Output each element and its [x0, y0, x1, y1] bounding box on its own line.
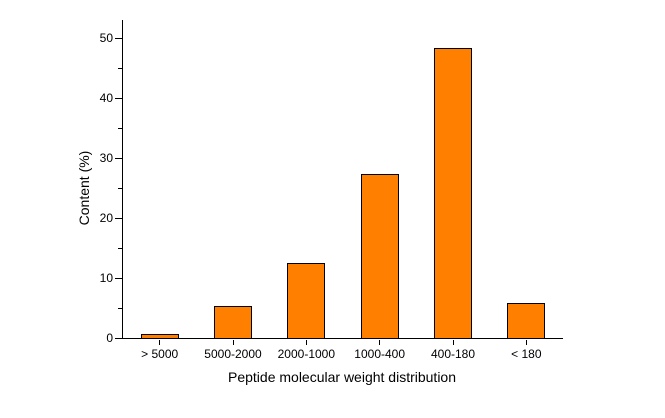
y-major-tick [114, 217, 122, 219]
bar-2 [287, 263, 326, 338]
bar-0 [140, 334, 179, 338]
x-tick-label: 2000-1000 [277, 347, 336, 361]
x-tick-label: > 5000 [141, 347, 179, 361]
y-minor-tick [117, 307, 122, 309]
x-tick-label: < 180 [511, 347, 542, 361]
y-tick-label: 20 [99, 211, 113, 225]
y-tick-label: 30 [99, 151, 113, 165]
x-tick [232, 339, 234, 345]
x-tick-label: 400-180 [430, 347, 476, 361]
x-axis-title: Peptide molecular weight distribution [227, 369, 457, 385]
bar-1 [214, 305, 252, 338]
x-tick [452, 339, 454, 345]
bar-5 [507, 302, 546, 338]
y-major-tick [114, 157, 122, 159]
y-minor-tick [117, 67, 122, 69]
x-tick [379, 339, 381, 345]
y-tick-label: 0 [106, 331, 113, 345]
x-tick [305, 339, 308, 345]
y-tick-label: 10 [99, 271, 113, 285]
y-major-tick [114, 97, 122, 99]
bar-3 [360, 173, 399, 338]
y-major-tick [114, 277, 122, 279]
y-minor-tick [117, 247, 122, 249]
y-minor-tick [117, 187, 122, 189]
plot-area: 0 10 20 30 40 50 > 5000 5000-2000 2000-1000 1000-… [100, 20, 563, 361]
y-tick-label: 50 [99, 31, 113, 45]
y-minor-tick [117, 127, 122, 129]
x-tick-label: 1000-400 [354, 347, 406, 361]
y-major-tick [114, 37, 122, 39]
bar-4 [434, 47, 472, 338]
y-major-tick [114, 337, 122, 339]
y-tick-label: 40 [99, 91, 113, 105]
x-tick [525, 339, 528, 345]
x-tick-label: 5000-2000 [204, 347, 262, 361]
x-tick [159, 339, 161, 345]
